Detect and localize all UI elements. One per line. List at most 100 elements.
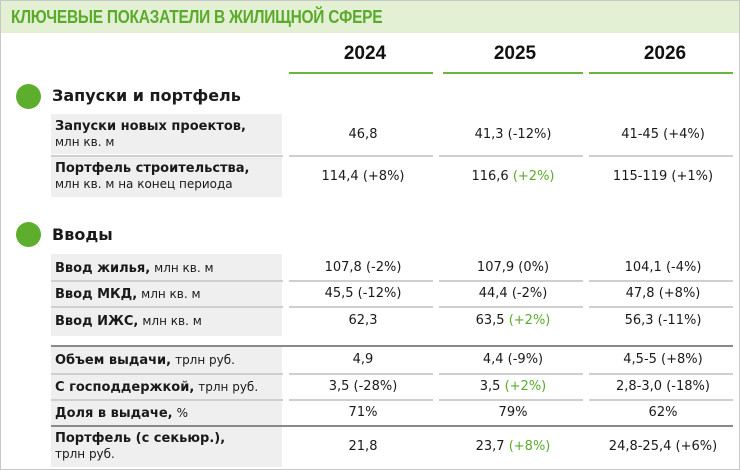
value-cell: 62,3 — [289, 313, 437, 328]
value-cell: 56,3 (-11%) — [589, 313, 737, 328]
value-change: (-9%) — [507, 352, 544, 367]
value-main: 115-119 — [612, 169, 668, 184]
row-label-bg — [51, 401, 282, 425]
row-label-bg — [51, 347, 282, 373]
value-main: 41,3 — [474, 127, 504, 142]
value-cell: 115-119 (+1%) — [589, 169, 737, 184]
row-label-bold: Объем выдачи, — [55, 353, 172, 368]
row-label-unit: млн кв. м — [141, 287, 201, 301]
value-cell: 46,8 — [289, 127, 437, 142]
row-divider — [439, 306, 583, 308]
value-main: 46,8 — [348, 127, 378, 142]
row-divider — [289, 399, 433, 401]
value-main: 21,8 — [348, 439, 378, 454]
row-label-unit: трлн руб. — [55, 447, 115, 461]
value-cell: 45,5 (-12%) — [289, 286, 437, 301]
value-main: 2,8-3,0 — [616, 379, 663, 394]
year-underline — [443, 72, 583, 74]
value-main: 114,4 — [321, 169, 359, 184]
value-change: (+8%) — [661, 352, 703, 367]
section-bullet-icon — [16, 84, 41, 109]
value-main: 79% — [498, 405, 528, 420]
value-change: (0%) — [518, 260, 550, 275]
row-label-unit: трлн руб. — [175, 353, 235, 367]
year-header-2026: 2026 — [643, 43, 687, 64]
value-change: (-2%) — [511, 286, 548, 301]
row-label-unit: % — [176, 406, 188, 420]
value-main: 3,5 — [328, 379, 350, 394]
value-cell: 62% — [589, 405, 737, 420]
section-title-launches: Запуски и портфель — [52, 86, 241, 105]
value-cell: 116,6 (+2%) — [439, 169, 587, 184]
value-main: 62% — [648, 405, 678, 420]
row-label: Запуски новых проектов, млн кв. м — [55, 118, 246, 149]
row-divider — [589, 280, 733, 282]
value-change: (-12%) — [507, 127, 552, 142]
value-cell: 21,8 — [289, 439, 437, 454]
value-main: 24,8-25,4 — [608, 439, 672, 454]
row-divider — [439, 373, 583, 375]
row-divider — [589, 373, 733, 375]
value-main: 104,1 — [624, 260, 662, 275]
row-label: Портфель (с секьюр.), трлн руб. — [55, 430, 225, 461]
value-change: (-12%) — [357, 286, 402, 301]
value-main: 4,4 — [482, 352, 504, 367]
row-label: Объем выдачи, трлн руб. — [55, 352, 235, 368]
row-divider — [289, 155, 433, 157]
value-change: (-4%) — [665, 260, 702, 275]
value-cell: 24,8-25,4 (+6%) — [589, 439, 737, 454]
value-cell: 114,4 (+8%) — [289, 169, 437, 184]
row-divider — [439, 155, 583, 157]
row-label: Ввод МКД, млн кв. м — [55, 286, 201, 302]
value-change: (+6%) — [675, 439, 718, 454]
row-divider — [289, 280, 433, 282]
row-label-bold: Портфель (с секьюр.), — [55, 431, 226, 446]
value-main: 4,5-5 — [623, 352, 657, 367]
row-divider — [51, 373, 283, 375]
value-change: (-11%) — [657, 313, 702, 328]
value-cell: 79% — [439, 405, 587, 420]
value-main: 62,3 — [348, 313, 378, 328]
row-label-bold: Ввод жилья, — [55, 261, 151, 276]
value-change-positive: (+2%) — [504, 379, 547, 394]
value-main: 45,5 — [324, 286, 354, 301]
value-cell: 107,9 (0%) — [439, 260, 587, 275]
page-title: КЛЮЧЕВЫЕ ПОКАЗАТЕЛИ В ЖИЛИЩНОЙ СФЕРЕ — [11, 7, 383, 27]
value-change: (-28%) — [353, 379, 398, 394]
value-cell: 4,4 (-9%) — [439, 352, 587, 367]
value-main: 107,8 — [324, 260, 362, 275]
row-label-bg — [51, 157, 282, 197]
row-label: Портфель строительства, млн кв. м на кон… — [55, 160, 250, 191]
row-divider — [439, 399, 583, 401]
row-divider — [589, 155, 733, 157]
value-main: 56,3 — [624, 313, 654, 328]
row-label-bg — [51, 427, 282, 467]
row-label: Ввод жилья, млн кв. м — [55, 260, 214, 276]
row-label-unit: млн кв. м — [55, 135, 115, 149]
value-cell: 107,8 (-2%) — [289, 260, 437, 275]
row-label: Ввод ИЖС, млн кв. м — [55, 313, 202, 329]
row-divider — [439, 280, 583, 282]
value-change-positive: (+2%) — [512, 169, 555, 184]
value-cell: 71% — [289, 405, 437, 420]
row-divider — [51, 306, 283, 308]
row-divider — [51, 155, 283, 157]
value-cell: 2,8-3,0 (-18%) — [589, 379, 737, 394]
value-main: 41-45 — [621, 127, 659, 142]
row-label-unit: млн кв. м — [154, 261, 214, 275]
value-main: 44,4 — [478, 286, 508, 301]
row-divider — [289, 306, 433, 308]
row-label-bold: С господдержкой, — [55, 380, 195, 395]
row-label-bold: Портфель строительства, — [55, 161, 250, 176]
value-cell: 47,8 (+8%) — [589, 286, 737, 301]
value-main: 3,5 — [479, 379, 501, 394]
value-cell: 63,5 (+2%) — [439, 313, 587, 328]
row-divider — [589, 306, 733, 308]
row-divider — [51, 280, 283, 282]
value-main: 107,9 — [476, 260, 515, 275]
row-divider — [289, 373, 433, 375]
value-cell: 23,7 (+8%) — [439, 439, 587, 454]
value-cell: 3,5 (+2%) — [439, 379, 587, 394]
value-cell: 41-45 (+4%) — [589, 127, 737, 142]
